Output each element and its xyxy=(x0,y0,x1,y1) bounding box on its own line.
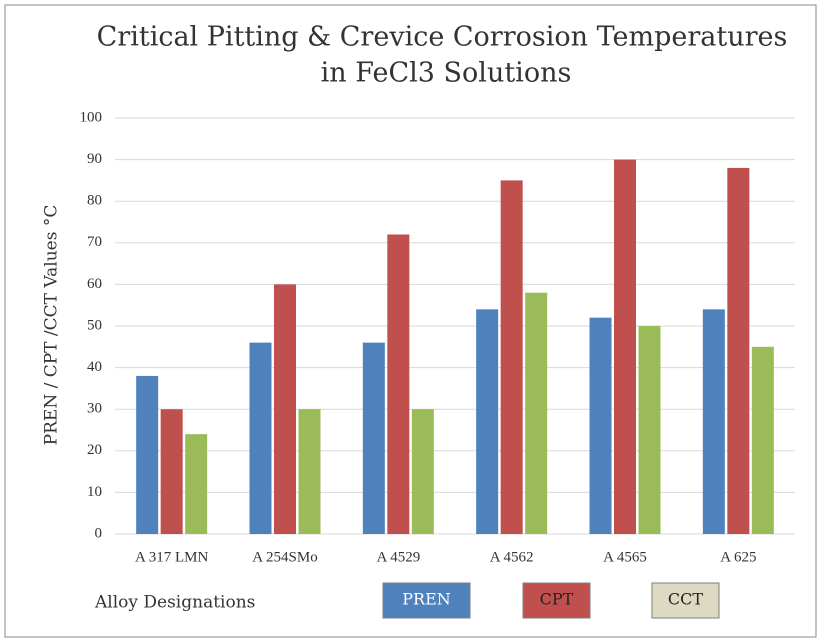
y-tick-label: 10 xyxy=(87,484,102,500)
legend-label: CCT xyxy=(668,590,703,609)
chart-title: Critical Pitting & Crevice Corrosion Tem… xyxy=(97,22,788,53)
x-tick-label: A 254SMo xyxy=(252,549,317,565)
bar xyxy=(185,434,208,534)
y-tick-label: 40 xyxy=(87,359,102,375)
bar xyxy=(476,309,499,534)
y-tick-label: 100 xyxy=(80,109,103,125)
legend-swatch xyxy=(522,582,591,619)
bar xyxy=(160,409,183,534)
x-tick-label: A 4565 xyxy=(603,549,647,565)
y-tick-label: 70 xyxy=(87,234,102,250)
bar xyxy=(638,326,661,534)
chart-title: in FeCl3 Solutions xyxy=(321,58,572,89)
y-tick-label: 30 xyxy=(87,401,102,417)
legend-swatch xyxy=(382,582,471,619)
x-tick-label: A 317 LMN xyxy=(135,549,209,565)
chart-border xyxy=(4,4,817,638)
x-tick-label: A 4562 xyxy=(490,549,534,565)
bar xyxy=(702,309,725,534)
bar xyxy=(525,292,548,534)
bar xyxy=(298,409,321,534)
y-tick-label: 20 xyxy=(87,442,102,458)
bar xyxy=(500,180,523,534)
bar xyxy=(589,317,612,534)
y-tick-label: 50 xyxy=(87,317,102,333)
x-axis-label: Alloy Designations xyxy=(94,593,255,613)
bar xyxy=(411,409,434,534)
x-tick-label: A 4529 xyxy=(376,549,420,565)
legend-label: PREN xyxy=(402,590,451,609)
bar xyxy=(136,375,159,534)
bar xyxy=(727,167,750,535)
bar xyxy=(751,346,774,534)
bar xyxy=(614,159,636,534)
y-axis-label: PREN / CPT /CCT Values °C xyxy=(42,205,62,446)
legend-swatch xyxy=(651,582,720,619)
legend-label: CPT xyxy=(540,590,574,609)
bar xyxy=(249,342,272,534)
bar xyxy=(362,342,385,534)
y-tick-label: 0 xyxy=(95,525,103,541)
bar xyxy=(387,234,410,535)
y-tick-label: 90 xyxy=(87,151,102,167)
y-tick-label: 60 xyxy=(87,276,102,292)
y-tick-label: 80 xyxy=(87,193,102,209)
x-tick-label: A 625 xyxy=(720,549,756,565)
bar xyxy=(274,284,296,534)
